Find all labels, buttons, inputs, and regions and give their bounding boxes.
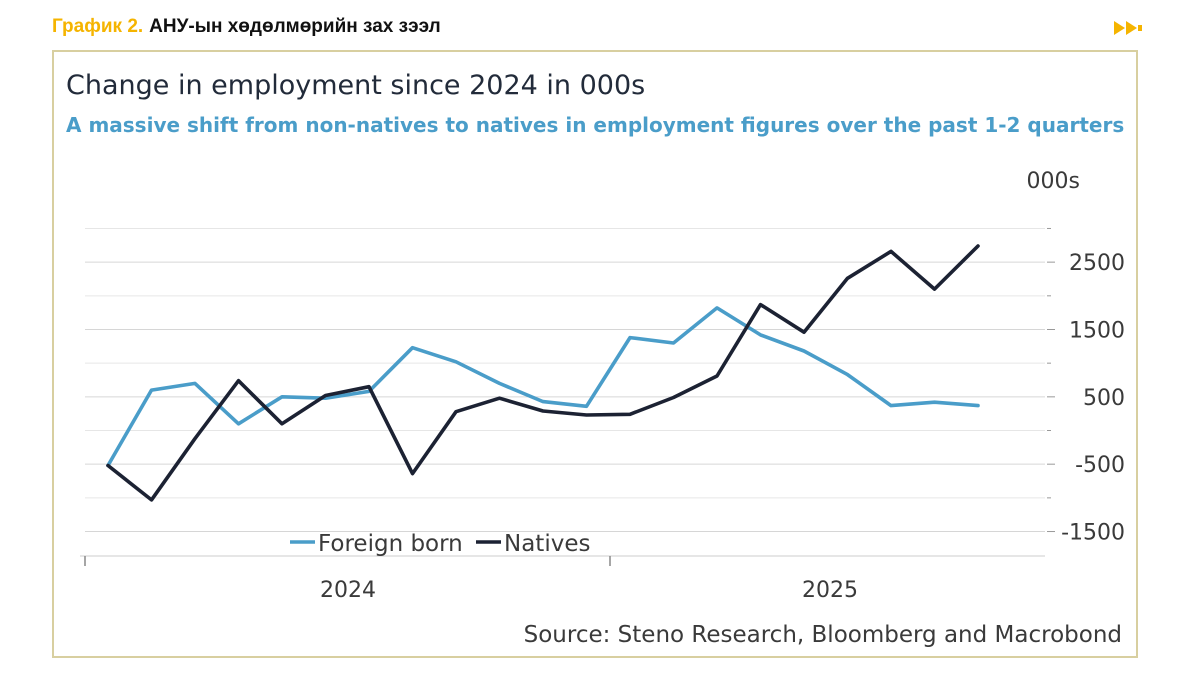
chart-heading: АНУ-ын хөдөлмөрийн зах зээл: [149, 16, 441, 37]
source-note: Source: Steno Research, Bloomberg and Ma…: [523, 622, 1122, 648]
x-period-label: 2024: [320, 578, 376, 603]
chart-subtitle: A massive shift from non-natives to nati…: [66, 113, 1125, 137]
series-line-natives: [106, 244, 980, 502]
y-tick-label: -1500: [1061, 521, 1125, 546]
y-tick-label: 1500: [1069, 318, 1125, 343]
chart-number-label: График 2.: [52, 16, 144, 37]
legend-label: Natives: [504, 531, 590, 557]
y-axis-unit-label: 000s: [1027, 169, 1080, 194]
y-tick-label: -500: [1075, 453, 1125, 478]
chart-header: График 2. АНУ-ын хөдөлмөрийн зах зээл: [52, 14, 441, 40]
double-arrow-icon: [1114, 21, 1142, 35]
series-line-foreign-born: [106, 306, 980, 468]
y-tick-label: 500: [1083, 386, 1125, 411]
chart-title: Change in employment since 2024 in 000s: [66, 70, 646, 101]
chart-frame: [52, 50, 1138, 658]
y-tick-label: 2500: [1069, 251, 1125, 276]
x-period-label: 2025: [802, 578, 858, 603]
legend-label: Foreign born: [318, 531, 463, 557]
